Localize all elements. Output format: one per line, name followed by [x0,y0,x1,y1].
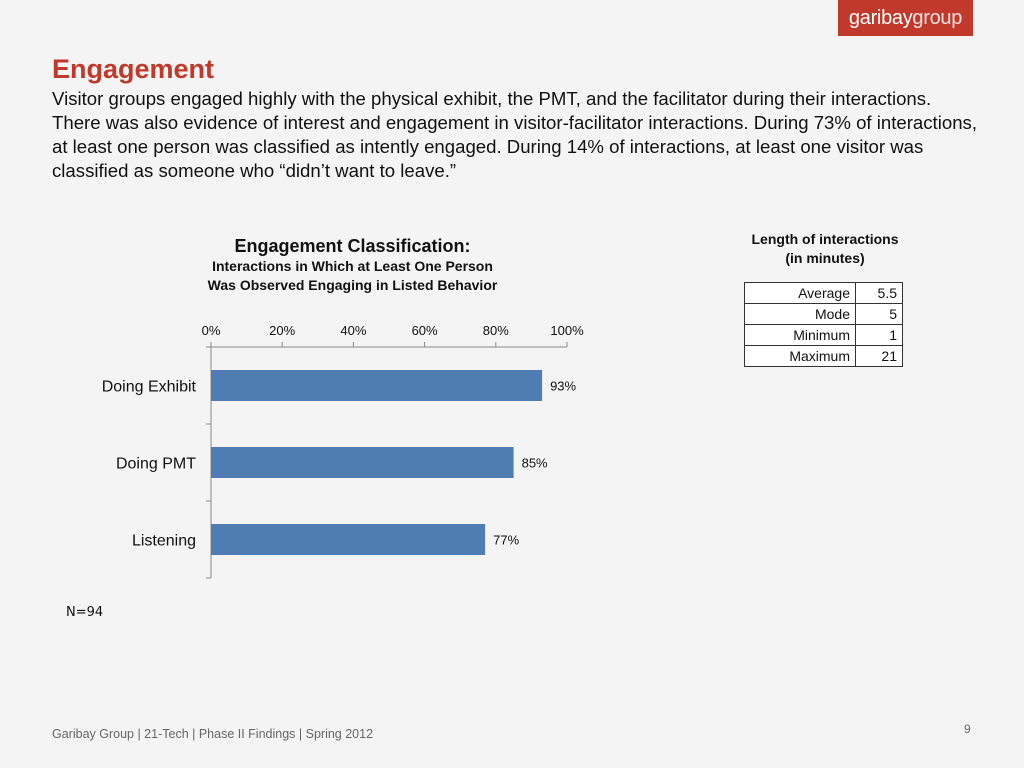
page-number: 9 [964,722,971,736]
sample-size-note: N=94 [66,605,104,620]
table-cell-value: 1 [855,324,903,346]
table-cell-label: Mode [744,303,856,325]
data-label: 77% [493,533,519,548]
interaction-table-title-line-1: Length of interactions [751,231,899,247]
data-label: 85% [522,456,548,471]
logo-text-light: group [912,6,963,29]
data-label: 93% [550,379,576,394]
table-cell-value: 5 [855,303,903,325]
table-cell-label: Average [744,282,856,304]
bar [211,524,486,555]
x-tick-label: 0% [202,323,221,338]
table-row: Average 5.5 [744,282,903,304]
interaction-length-table: Average 5.5 Mode 5 Minimum 1 Maximum 21 [744,282,903,367]
intro-paragraph: Visitor groups engaged highly with the p… [52,88,978,181]
table-cell-label: Minimum [744,324,856,346]
table-cell-value: 21 [855,345,903,367]
chart-subtitle-line-2: Was Observed Engaging in Listed Behavior [207,277,498,293]
interaction-table-title-line-2: (in minutes) [785,250,865,266]
interaction-table-title: Length of interactions (in minutes) [735,230,915,268]
slide-title: Engagement [52,54,215,84]
chart-heading: Engagement Classification: Interactions … [170,235,535,295]
bar [211,447,514,478]
chart-title: Engagement Classification: [234,236,471,256]
garibay-group-logo: garibay group [838,0,973,36]
slide-footer: Garibay Group | 21-Tech | Phase II Findi… [52,727,374,741]
logo-text-bold: garibay [848,6,913,29]
x-tick-label: 60% [412,323,438,338]
table-row: Minimum 1 [744,324,903,346]
chart-subtitle-line-1: Interactions in Which at Least One Perso… [212,258,493,274]
x-tick-label: 40% [340,323,366,338]
table-cell-value: 5.5 [855,282,903,304]
x-tick-label: 20% [269,323,295,338]
table-row: Mode 5 [744,303,903,325]
table-row: Maximum 21 [744,345,903,367]
bar [211,370,543,401]
table-cell-label: Maximum [744,345,856,367]
category-label: Doing Exhibit [102,379,197,396]
x-tick-label: 100% [550,323,584,338]
x-tick-label: 80% [483,323,509,338]
category-label: Doing PMT [116,456,196,473]
category-label: Listening [132,533,196,550]
